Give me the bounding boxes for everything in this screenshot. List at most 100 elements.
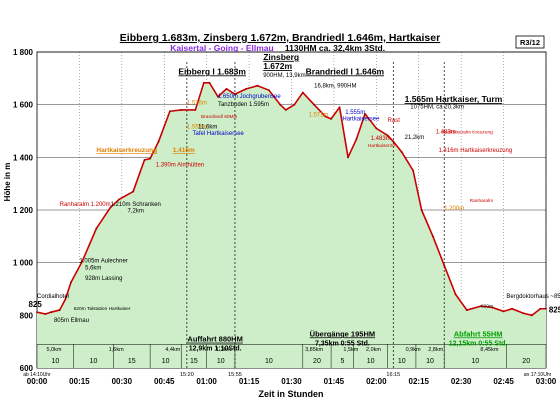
annotation-label: Rast bbox=[388, 118, 401, 124]
section-subtitle: 12,15km 0:55 Std. bbox=[449, 340, 508, 347]
annotation-label: 1075HM, ca 20,3km bbox=[410, 105, 464, 111]
distance-label: 1,5km bbox=[343, 347, 358, 353]
section-time: 16:15 bbox=[386, 372, 400, 378]
annotation-label: 1.005m Aulechner bbox=[79, 259, 127, 265]
profile-point bbox=[284, 109, 287, 111]
profile-point bbox=[364, 112, 366, 115]
profile-point bbox=[245, 87, 248, 90]
annotation-label: Brandriedl 60Min bbox=[201, 114, 238, 120]
x-tick-label: 00:30 bbox=[112, 377, 133, 386]
distance-label: 4,4km bbox=[165, 347, 180, 353]
profile-point bbox=[454, 293, 457, 296]
annotation-label: 1.416m bbox=[173, 147, 195, 154]
profile-point bbox=[522, 312, 525, 315]
time-marker-label: an 17:10Uhr bbox=[524, 372, 552, 378]
annotation-label: Bergdoktorhaus ~850m bbox=[506, 294, 560, 300]
x-tick-label: 01:15 bbox=[239, 377, 260, 386]
segment-value: 15 bbox=[128, 358, 136, 365]
annotation-label: 16,8km, 990HM bbox=[314, 84, 356, 90]
profile-point bbox=[70, 281, 72, 284]
annotation-label: Brandriedl I 1.646m bbox=[306, 66, 385, 76]
x-tick-label: 00:45 bbox=[154, 377, 175, 386]
route-id-box bbox=[515, 35, 545, 49]
profile-point bbox=[81, 260, 84, 263]
annotation-label: 1.483m bbox=[371, 136, 391, 142]
x-tick-label: 02:45 bbox=[493, 377, 514, 386]
profile-point bbox=[511, 307, 513, 310]
annotation-label: 1.555m bbox=[187, 124, 207, 130]
profile-point bbox=[36, 311, 38, 314]
profile-point bbox=[208, 81, 211, 84]
annotation-label: Hartkaisersee bbox=[342, 116, 380, 122]
profile-point bbox=[355, 138, 358, 140]
profile-point bbox=[347, 156, 349, 159]
x-tick-label: 01:30 bbox=[281, 377, 302, 386]
profile-point bbox=[375, 127, 378, 130]
x-tick-label: 02:30 bbox=[451, 377, 472, 386]
annotation-label: Hartkaiserkreuzung bbox=[96, 147, 157, 154]
annotation-label: 1.210m Schranken bbox=[111, 202, 161, 208]
annotation-label: Zinsberg bbox=[263, 52, 299, 62]
x-tick-label: 03:00 bbox=[536, 377, 557, 386]
annotation-label: 7,2km bbox=[127, 209, 143, 215]
x-tick-label: 01:45 bbox=[324, 377, 345, 386]
annotation-label: 820m bbox=[481, 303, 493, 309]
section-marker-lines: 15:20 15:55 16:15 bbox=[180, 62, 445, 378]
annotation-label: 1.672m bbox=[263, 61, 292, 71]
annotation-label: 805m Ellmau bbox=[54, 318, 89, 324]
annotation-label: 1.571m bbox=[308, 113, 328, 119]
segment-value: 10 bbox=[398, 358, 406, 365]
x-tick-label: 01:00 bbox=[196, 377, 217, 386]
distance-label: 1,3km bbox=[216, 347, 231, 353]
profile-point bbox=[132, 190, 135, 193]
y-tick-label: 1 400 bbox=[13, 153, 34, 162]
section-time: 15:20 bbox=[180, 372, 194, 378]
profile-point bbox=[480, 305, 482, 308]
profile-point bbox=[50, 311, 53, 314]
profile-point bbox=[267, 89, 270, 92]
profile-point bbox=[194, 109, 197, 111]
route-id: R3/12 bbox=[520, 38, 540, 47]
profile-point bbox=[44, 313, 47, 315]
annotation-label: Cordialhotel bbox=[37, 294, 69, 300]
segment-band: 10 10 15 10 15 10 10 20 5 10 10 10 10 20 5,0km 1,6km 4,4… bbox=[23, 344, 552, 378]
annotation-label: Ranharalm 1.200m bbox=[60, 202, 111, 208]
profile-point bbox=[443, 264, 446, 267]
profile-point bbox=[157, 140, 160, 143]
profile-point bbox=[386, 134, 389, 137]
time-marker-label: ab 14:10Uhr bbox=[23, 372, 51, 378]
profile-point bbox=[149, 157, 152, 160]
annotation-label: 825 bbox=[549, 306, 560, 315]
profile-point bbox=[491, 306, 494, 309]
profile-point bbox=[465, 309, 468, 311]
annotation-label: 825 bbox=[29, 300, 43, 309]
segment-value: 5 bbox=[340, 358, 344, 365]
section-title: Übergänge 195HM bbox=[310, 329, 375, 338]
annotation-label: 1.555m bbox=[345, 110, 365, 116]
chart-title: Eibberg 1.683m, Zinsberg 1.672m, Brandri… bbox=[120, 32, 440, 44]
y-axis-label: Höhe in m bbox=[3, 163, 12, 202]
profile-point bbox=[58, 309, 61, 311]
profile-point bbox=[169, 110, 171, 113]
distance-label: 0,9km bbox=[406, 347, 421, 353]
profile-point bbox=[143, 159, 146, 161]
segment-value: 20 bbox=[313, 358, 321, 365]
segment-value: 10 bbox=[367, 358, 375, 365]
axes: 600 800 1 000 1 200 1 400 1 600 1 800 00:00 00:1… bbox=[13, 48, 557, 386]
profile-point bbox=[338, 106, 341, 109]
profile-point bbox=[530, 314, 533, 317]
elevation-fill bbox=[37, 82, 546, 368]
profile-point bbox=[234, 93, 236, 96]
profile-point bbox=[64, 298, 67, 301]
segment-value: 15 bbox=[190, 358, 198, 365]
section-title: Abfahrt 55HM bbox=[454, 329, 503, 338]
y-tick-label: 600 bbox=[20, 364, 34, 373]
elevation-line bbox=[36, 81, 547, 317]
annotation-label: Ranharalm bbox=[470, 198, 493, 204]
annotation-label: Eibberg I 1.683m bbox=[178, 66, 246, 76]
segment-value: 10 bbox=[217, 358, 225, 365]
profile-point bbox=[95, 227, 98, 230]
annotation-label: 1.575m bbox=[187, 101, 207, 107]
